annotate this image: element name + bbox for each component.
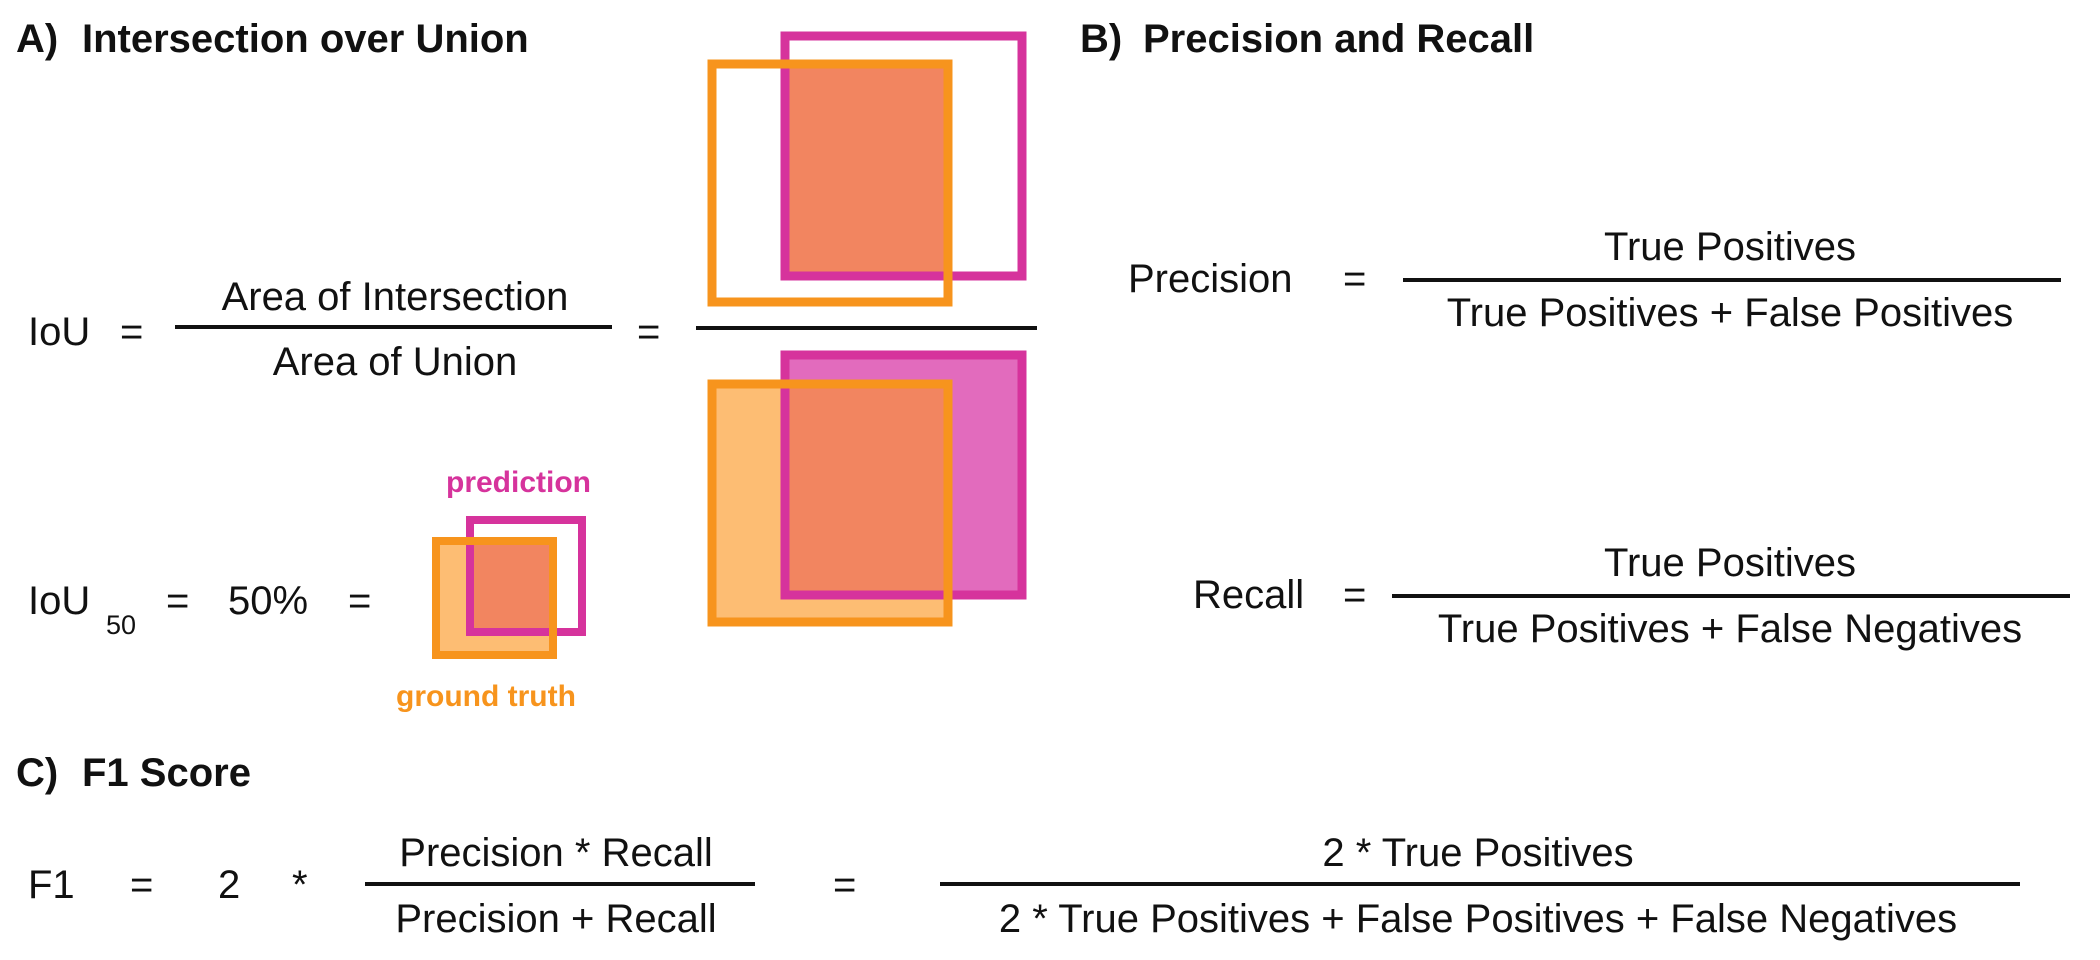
precision-label: Precision [1128,257,1293,301]
recall-denominator: True Positives + False Negatives [1438,607,2022,651]
iou50-subscript: 50 [106,610,136,640]
union-intersection-area [785,384,948,595]
union-illustration [707,350,1027,627]
section-a-title: Intersection over Union [82,17,529,61]
iou50-intersection-area [470,541,553,632]
f1-denominator-1: Precision + Recall [395,897,716,941]
iou50-equals-1: = [166,579,189,623]
iou50-value: 50% [228,579,308,623]
iou50-label: IoU [28,579,90,623]
iou-denominator: Area of Union [273,340,518,384]
ground-truth-box [707,59,953,307]
iou50-illustration [432,516,586,659]
section-b-letter: B) [1080,17,1122,61]
ground-truth-label: ground truth [396,680,576,713]
prediction-label: prediction [446,466,591,499]
iou-numerator: Area of Intersection [222,275,569,319]
iou50-ground-truth-box [432,537,557,659]
f1-two: 2 [218,863,240,907]
intersection-illustration [707,31,1027,307]
f1-numerator-2: 2 * True Positives [1322,831,1633,875]
recall-equals: = [1343,573,1366,617]
section-b-title: Precision and Recall [1143,17,1534,61]
section-c-letter: C) [16,751,58,795]
intersection-area [785,64,948,277]
f1-equals-2: = [833,863,856,907]
recall-numerator: True Positives [1604,541,1856,585]
section-c-title: F1 Score [82,751,251,795]
recall-label: Recall [1193,573,1304,617]
iou-equals-2: = [637,310,660,354]
union-prediction-box [780,350,1027,600]
iou-label: IoU [28,310,90,354]
iou-equals-1: = [120,310,143,354]
union-ground-truth-box [707,379,953,627]
precision-denominator: True Positives + False Positives [1447,291,2014,335]
prediction-box [780,31,1027,281]
f1-numerator-1: Precision * Recall [399,831,712,875]
precision-numerator: True Positives [1604,225,1856,269]
section-a-letter: A) [16,17,58,61]
f1-denominator-2: 2 * True Positives + False Positives + F… [999,897,1957,941]
iou50-equals-2: = [348,579,371,623]
f1-equals-1: = [130,863,153,907]
f1-times: * [292,863,308,907]
iou50-prediction-box [466,516,586,636]
precision-equals: = [1343,257,1366,301]
f1-label: F1 [28,863,75,907]
